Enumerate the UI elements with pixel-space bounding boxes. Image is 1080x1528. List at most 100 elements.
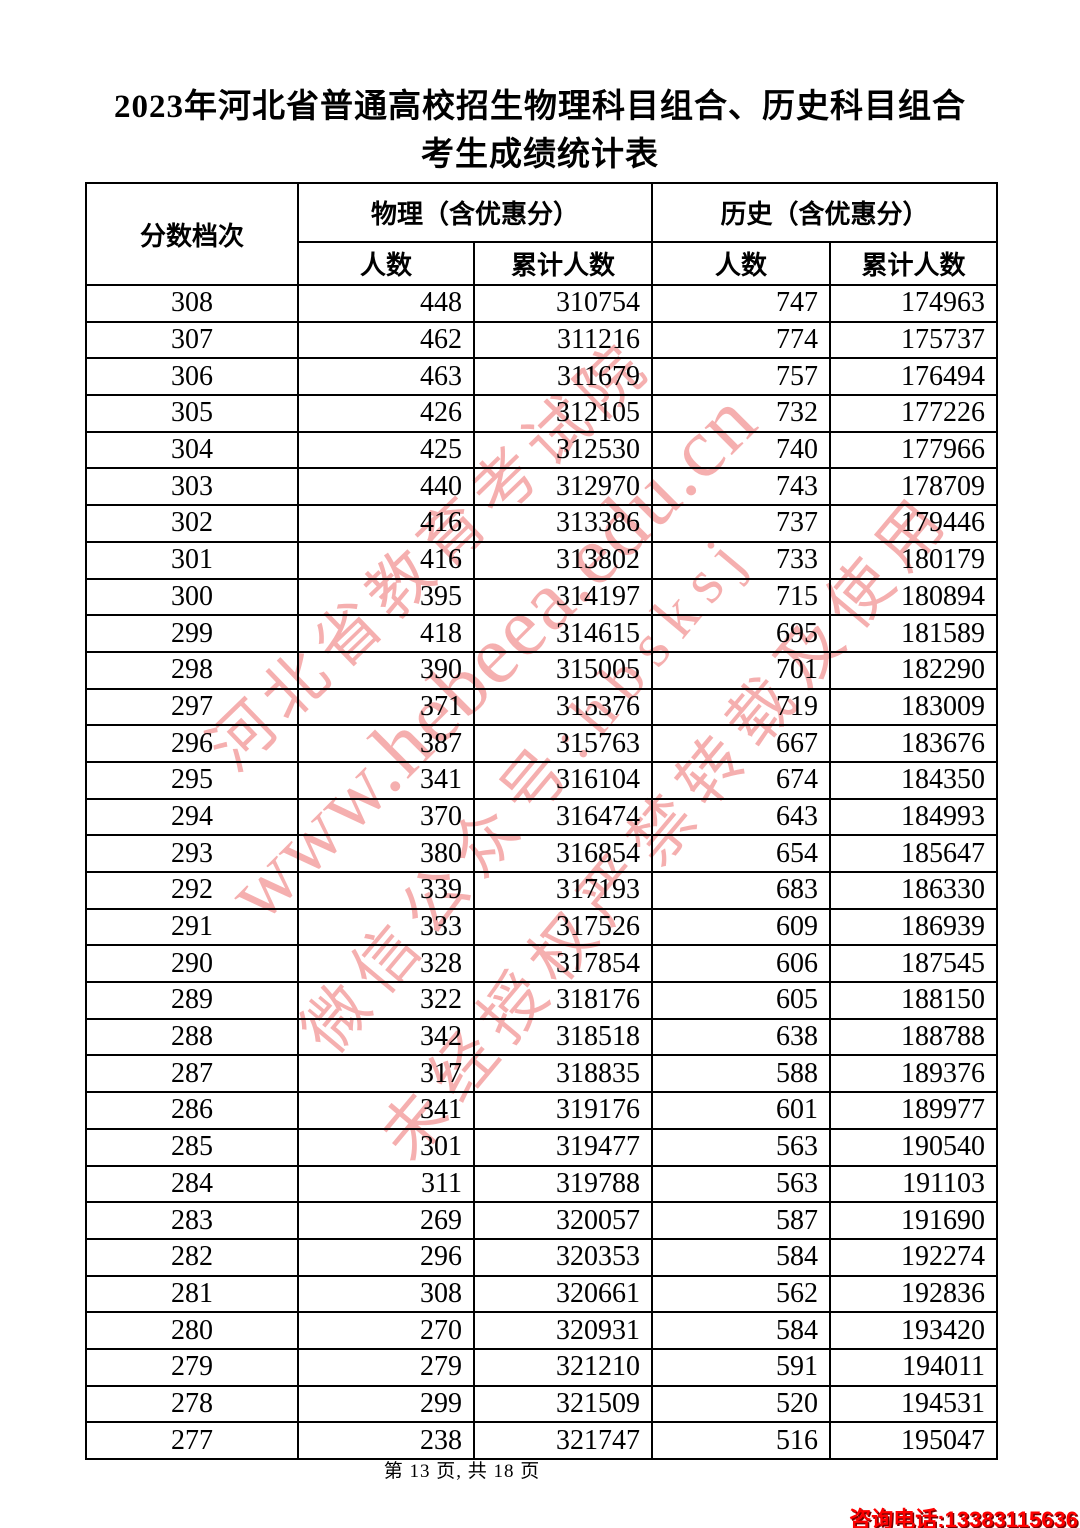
- table-row: 302 416 313386 737 179446: [85, 504, 999, 543]
- physics-count-cell: 426: [297, 394, 475, 433]
- score-level-cell: 296: [85, 724, 299, 763]
- score-level-cell: 297: [85, 687, 299, 727]
- score-level-cell: 290: [85, 944, 299, 984]
- history-cumulative-cell: 192274: [829, 1237, 999, 1277]
- physics-count-cell: 416: [297, 540, 475, 580]
- physics-cumulative-cell: 316854: [472, 834, 654, 873]
- history-count-cell: 695: [651, 614, 832, 653]
- table-row: 295 341 316104 674 184350: [85, 760, 999, 800]
- history-cumulative-cell: 180894: [829, 577, 999, 617]
- score-level-cell: 282: [85, 1237, 299, 1277]
- table-row: 292 339 317193 683 186330: [85, 871, 999, 910]
- score-level-cell: 291: [85, 907, 299, 947]
- history-cumulative-cell: 179446: [829, 504, 999, 543]
- history-count-cell: 520: [651, 1384, 832, 1424]
- document-title: 2023年河北省普通高校招生物理科目组合、历史科目组合 考生成绩统计表: [0, 84, 1080, 180]
- contact-phone: 咨询电话:13383115636: [849, 1507, 1078, 1528]
- score-level-cell: 303: [85, 467, 299, 507]
- physics-cumulative-cell: 315376: [472, 687, 654, 727]
- history-cumulative-cell: 193420: [829, 1311, 999, 1350]
- history-cumulative-cell: 180179: [829, 540, 999, 580]
- physics-cumulative-cell: 321210: [472, 1347, 654, 1387]
- physics-count-cell: 270: [297, 1311, 475, 1350]
- header-history-cumulative: 累计人数: [829, 241, 999, 286]
- history-count-cell: 591: [651, 1347, 832, 1387]
- physics-cumulative-cell: 318835: [472, 1054, 654, 1094]
- score-level-cell: 300: [85, 577, 299, 617]
- history-count-cell: 516: [651, 1421, 832, 1460]
- physics-cumulative-cell: 317854: [472, 944, 654, 984]
- history-cumulative-cell: 183009: [829, 687, 999, 727]
- history-count-cell: 588: [651, 1054, 832, 1094]
- physics-count-cell: 339: [297, 871, 475, 910]
- score-level-cell: 301: [85, 540, 299, 580]
- table-row: 294 370 316474 643 184993: [85, 797, 999, 837]
- physics-cumulative-cell: 319176: [472, 1091, 654, 1130]
- physics-cumulative-cell: 316104: [472, 760, 654, 800]
- history-count-cell: 587: [651, 1201, 832, 1240]
- history-count-cell: 606: [651, 944, 832, 984]
- physics-cumulative-cell: 320353: [472, 1237, 654, 1277]
- physics-count-cell: 380: [297, 834, 475, 873]
- physics-cumulative-cell: 312970: [472, 467, 654, 507]
- table-row: 300 395 314197 715 180894: [85, 577, 999, 617]
- history-count-cell: 674: [651, 760, 832, 800]
- header-row-sub: 人数 累计人数 人数 累计人数: [86, 241, 999, 286]
- physics-cumulative-cell: 314615: [472, 614, 654, 653]
- physics-cumulative-cell: 321747: [472, 1421, 654, 1460]
- history-count-cell: 584: [651, 1237, 832, 1277]
- physics-cumulative-cell: 319477: [472, 1127, 654, 1167]
- history-cumulative-cell: 192836: [829, 1274, 999, 1314]
- table-row: 289 322 318176 605 188150: [85, 981, 999, 1020]
- table-row: 277 238 321747 516 195047: [85, 1421, 999, 1460]
- table-row: 305 426 312105 732 177226: [85, 394, 999, 433]
- table-row: 308 448 310754 747 174963: [85, 284, 999, 323]
- score-table: 分数档次 物理（含优惠分） 历史（含优惠分） 人数 累计人数 人数 累计人数 3…: [85, 182, 999, 1460]
- history-count-cell: 732: [651, 394, 832, 433]
- physics-cumulative-cell: 314197: [472, 577, 654, 617]
- table-row: 306 463 311679 757 176494: [85, 357, 999, 397]
- table-row: 281 308 320661 562 192836: [85, 1274, 999, 1314]
- physics-count-cell: 279: [297, 1347, 475, 1387]
- history-count-cell: 774: [651, 320, 832, 360]
- table-row: 287 317 318835 588 189376: [85, 1054, 999, 1094]
- score-level-cell: 278: [85, 1384, 299, 1424]
- physics-cumulative-cell: 319788: [472, 1164, 654, 1204]
- physics-count-cell: 448: [297, 284, 475, 323]
- history-count-cell: 740: [651, 430, 832, 470]
- table-row: 283 269 320057 587 191690: [85, 1201, 999, 1240]
- history-cumulative-cell: 189376: [829, 1054, 999, 1094]
- physics-cumulative-cell: 320057: [472, 1201, 654, 1240]
- history-cumulative-cell: 177226: [829, 394, 999, 433]
- physics-count-cell: 416: [297, 504, 475, 543]
- table-row: 291 333 317526 609 186939: [85, 907, 999, 947]
- history-cumulative-cell: 184350: [829, 760, 999, 800]
- physics-cumulative-cell: 315763: [472, 724, 654, 763]
- physics-count-cell: 308: [297, 1274, 475, 1314]
- table-row: 288 342 318518 638 188788: [85, 1017, 999, 1057]
- score-level-cell: 306: [85, 357, 299, 397]
- score-level-cell: 294: [85, 797, 299, 837]
- history-count-cell: 757: [651, 357, 832, 397]
- history-cumulative-cell: 195047: [829, 1421, 999, 1460]
- history-count-cell: 701: [651, 650, 832, 690]
- physics-cumulative-cell: 317526: [472, 907, 654, 947]
- physics-cumulative-cell: 317193: [472, 871, 654, 910]
- history-count-cell: 743: [651, 467, 832, 507]
- history-cumulative-cell: 188150: [829, 981, 999, 1020]
- physics-cumulative-cell: 312530: [472, 430, 654, 470]
- physics-count-cell: 311: [297, 1164, 475, 1204]
- physics-cumulative-cell: 313802: [472, 540, 654, 580]
- header-physics-cumulative: 累计人数: [472, 241, 654, 286]
- table-row: 279 279 321210 591 194011: [85, 1347, 999, 1387]
- history-cumulative-cell: 186330: [829, 871, 999, 910]
- history-count-cell: 667: [651, 724, 832, 763]
- physics-count-cell: 333: [297, 907, 475, 947]
- score-level-cell: 288: [85, 1017, 299, 1057]
- history-cumulative-cell: 177966: [829, 430, 999, 470]
- page-footer: 第 13 页, 共 18 页: [383, 1461, 541, 1482]
- table-row: 304 425 312530 740 177966: [85, 430, 999, 470]
- physics-cumulative-cell: 320931: [472, 1311, 654, 1350]
- physics-count-cell: 341: [297, 1091, 475, 1130]
- table-row: 286 341 319176 601 189977: [85, 1091, 999, 1130]
